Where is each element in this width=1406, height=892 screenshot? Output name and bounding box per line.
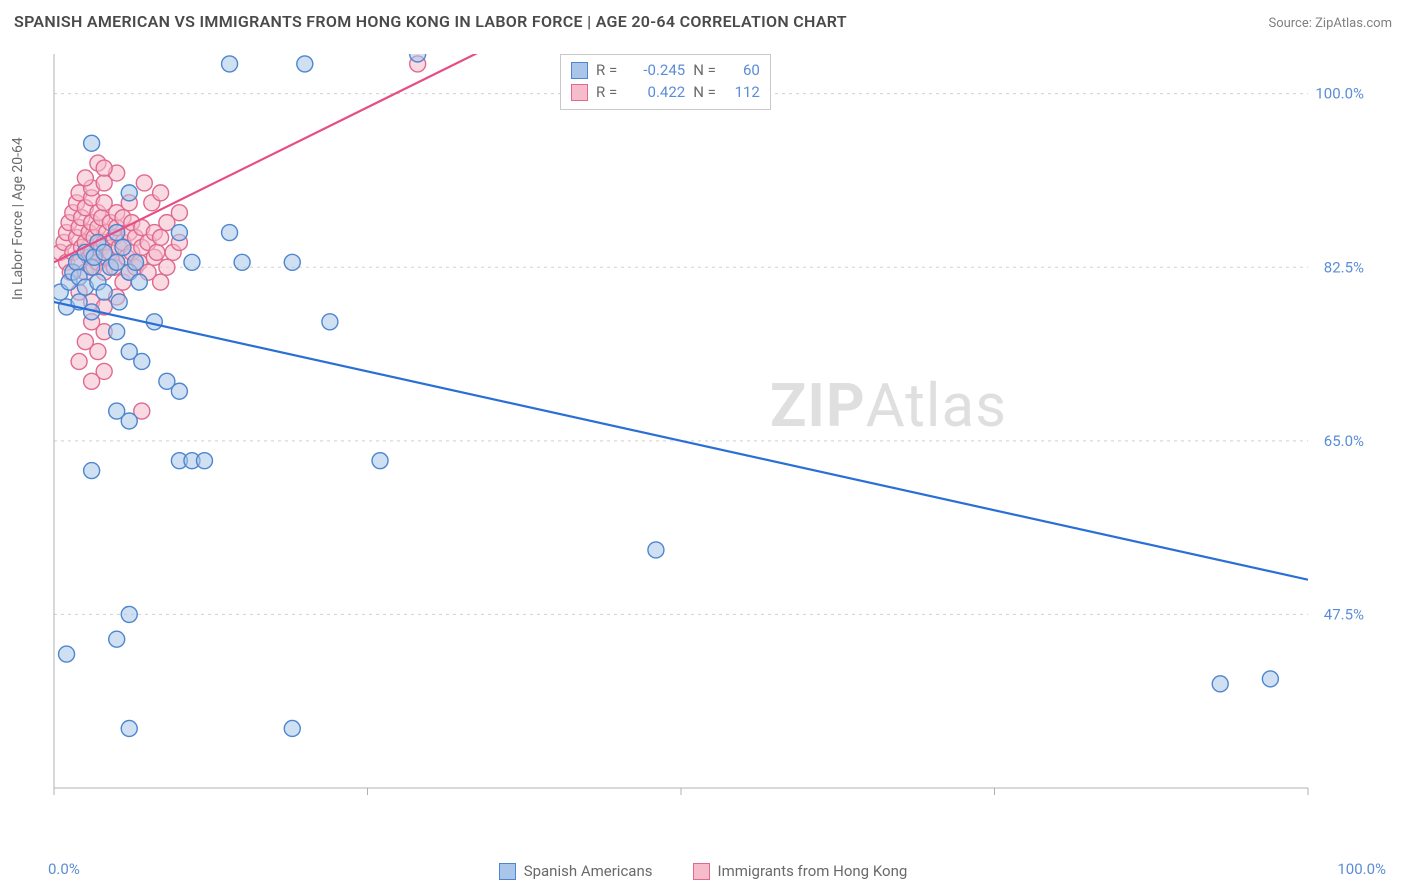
legend-row: R = 0.422 N = 112 — [571, 81, 760, 103]
legend-swatch-blue — [499, 863, 516, 880]
correlation-legend: R = -0.245 N = 60 R = 0.422 N = 112 — [560, 54, 771, 110]
legend-r-label: R = — [596, 59, 617, 81]
svg-text:100.0%: 100.0% — [1315, 85, 1364, 103]
svg-text:65.0%: 65.0% — [1324, 432, 1364, 450]
legend-row: R = -0.245 N = 60 — [571, 59, 760, 81]
svg-text:82.5%: 82.5% — [1324, 258, 1364, 276]
chart-title: SPANISH AMERICAN VS IMMIGRANTS FROM HONG… — [14, 12, 847, 31]
legend-n-label: N = — [693, 59, 716, 81]
y-axis-title: In Labor Force | Age 20-64 — [10, 137, 26, 300]
legend-n-value: 112 — [724, 81, 760, 103]
plot-area: 47.5% 65.0% 82.5% 100.0% — [48, 48, 1368, 808]
legend-r-value: 0.422 — [625, 81, 685, 103]
legend-label: Immigrants from Hong Kong — [718, 862, 908, 880]
legend-item-pink: Immigrants from Hong Kong — [693, 862, 908, 880]
legend-swatch-blue — [571, 62, 588, 79]
chart-header: SPANISH AMERICAN VS IMMIGRANTS FROM HONG… — [14, 12, 1392, 31]
x-axis-min-label: 0.0% — [48, 860, 80, 878]
x-axis-max-label: 100.0% — [1337, 860, 1386, 878]
legend-label: Spanish Americans — [524, 862, 653, 880]
legend-swatch-pink — [571, 84, 588, 101]
legend-n-value: 60 — [724, 59, 760, 81]
legend-r-label: R = — [596, 81, 617, 103]
series-legend: Spanish Americans Immigrants from Hong K… — [0, 862, 1406, 880]
legend-r-value: -0.245 — [625, 59, 685, 81]
legend-item-blue: Spanish Americans — [499, 862, 653, 880]
scatter-plot: 47.5% 65.0% 82.5% 100.0% — [48, 48, 1368, 808]
legend-n-label: N = — [693, 81, 716, 103]
svg-text:47.5%: 47.5% — [1324, 605, 1364, 623]
chart-source: Source: ZipAtlas.com — [1268, 16, 1392, 31]
legend-swatch-pink — [693, 863, 710, 880]
